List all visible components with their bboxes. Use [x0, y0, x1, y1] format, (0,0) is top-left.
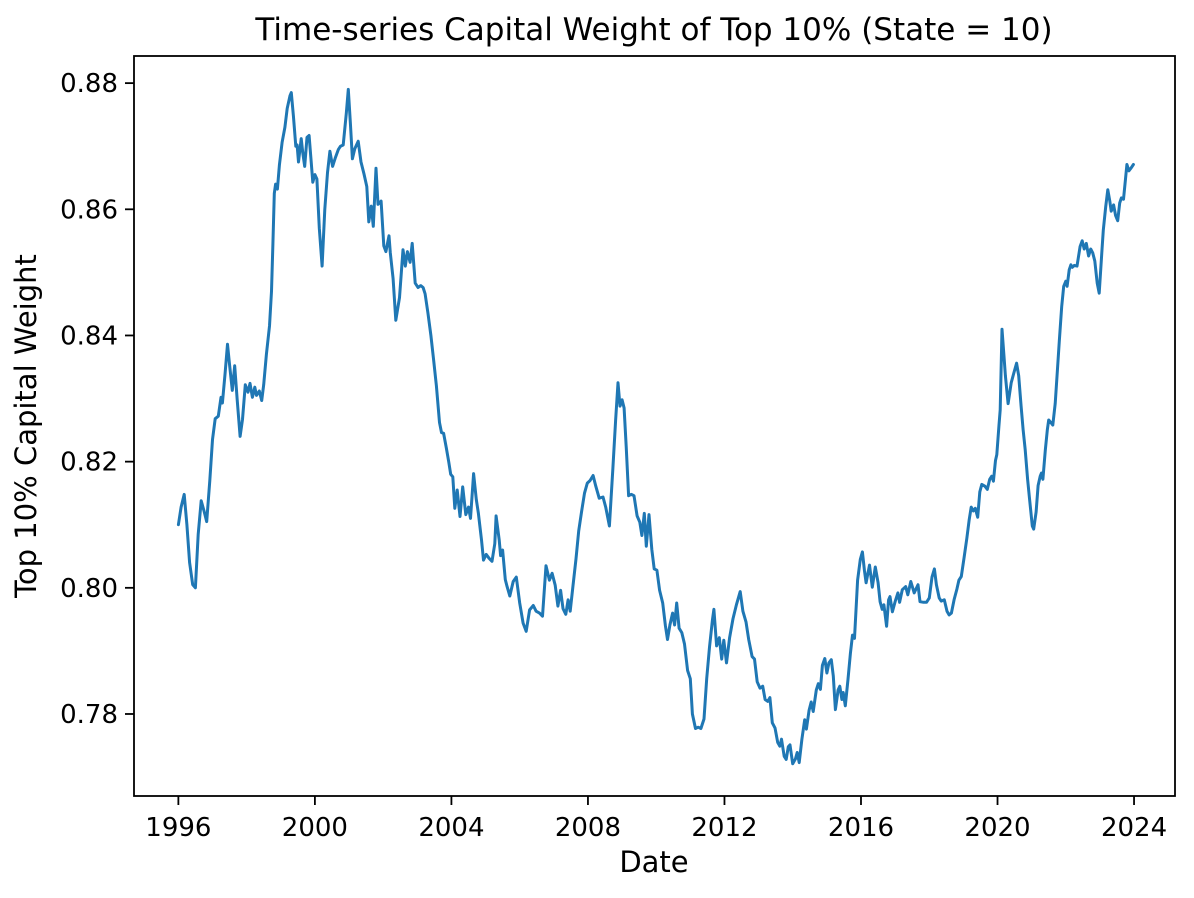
x-tick-label: 2012	[691, 813, 757, 843]
x-tick-label: 2024	[1101, 813, 1167, 843]
x-tick-label: 2008	[555, 813, 621, 843]
y-tick-label: 0.78	[60, 700, 118, 730]
x-tick-label: 1996	[145, 813, 211, 843]
x-axis: 1996 2000 2004 2008 2012 2016 2020 2024	[145, 796, 1167, 843]
y-tick-label: 0.82	[60, 448, 118, 478]
chart-title: Time-series Capital Weight of Top 10% (S…	[254, 12, 1052, 48]
y-axis-label: Top 10% Capital Weight	[9, 254, 43, 599]
x-tick-label: 2016	[828, 813, 894, 843]
x-tick-label: 2020	[964, 813, 1030, 843]
y-tick-label: 0.88	[60, 69, 118, 99]
x-tick-label: 2004	[418, 813, 484, 843]
y-tick-label: 0.86	[60, 195, 118, 225]
x-tick-label: 2000	[282, 813, 348, 843]
plot-frame	[133, 55, 1176, 797]
y-tick-label: 0.84	[60, 321, 118, 351]
y-tick-label: 0.80	[60, 574, 118, 604]
capital-weight-series-line	[176, 87, 1135, 766]
y-axis: 0.78 0.80 0.82 0.84 0.86 0.88	[60, 69, 134, 730]
x-axis-label: Date	[619, 845, 688, 879]
